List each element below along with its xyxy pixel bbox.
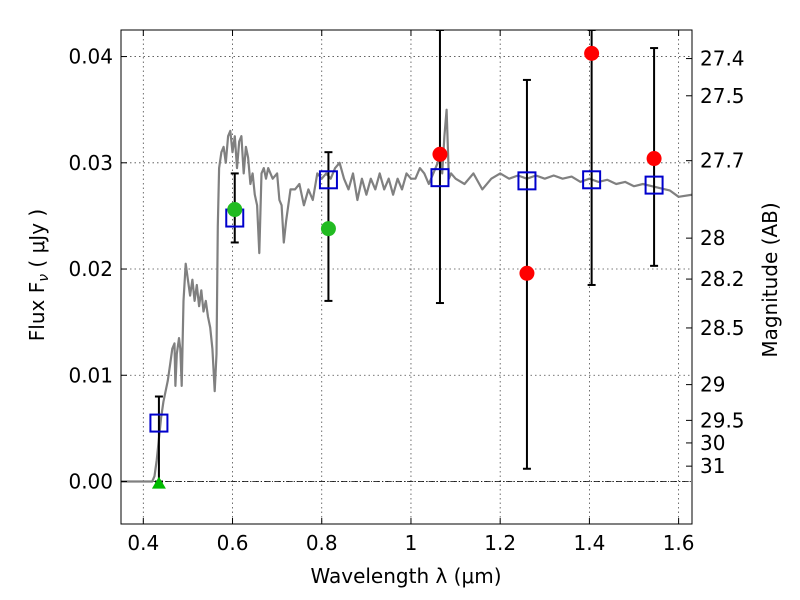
model-photometry-point xyxy=(318,170,338,190)
x-tick-label: 1.2 xyxy=(484,531,516,555)
red-data-point xyxy=(519,265,535,281)
y-tick-label: 0.01 xyxy=(68,363,113,387)
model-photometry-point xyxy=(517,171,537,191)
y-axis-title-subscript: ν xyxy=(36,274,52,282)
y2-tick-label: 30 xyxy=(700,431,725,455)
y2-tick-label: 29.5 xyxy=(700,408,745,432)
y-tick-label: 0.03 xyxy=(68,151,113,175)
model-photometry-point xyxy=(149,413,169,433)
plot-area xyxy=(121,30,692,524)
red-data-point xyxy=(432,146,448,162)
y-axis-title-unit: ( μJy ) xyxy=(25,209,49,274)
y-axis-title: Flux Fν ( μJy ) xyxy=(25,209,52,341)
x-tick-label: 0.6 xyxy=(217,531,249,555)
y2-tick-label: 29 xyxy=(700,373,725,397)
y-tick-label: 0.04 xyxy=(68,45,113,69)
x-axis: 0.4 0.6 0.8 1 1.2 1.4 1.6 xyxy=(127,30,695,555)
model-spectrum-line xyxy=(121,108,692,483)
y2-tick-label: 28.2 xyxy=(700,267,745,291)
y-tick-label: 0.00 xyxy=(68,470,113,494)
x-tick-label: 0.4 xyxy=(127,531,159,555)
y-tick-label: 0.02 xyxy=(68,257,113,281)
red-data-point xyxy=(584,45,600,61)
y2-tick-label: 27.7 xyxy=(700,149,745,173)
x-axis-title: Wavelength λ (μm) xyxy=(310,564,501,588)
x-tick-label: 1.6 xyxy=(663,531,695,555)
y2-tick-label: 27.5 xyxy=(700,84,745,108)
x-tick-label: 0.8 xyxy=(306,531,338,555)
model-photometry-point xyxy=(644,175,664,195)
y-axis-title-main: Flux F xyxy=(25,282,49,341)
red-data-point xyxy=(646,151,662,167)
x-tick-label: 1 xyxy=(405,531,418,555)
y2-tick-label: 31 xyxy=(700,454,725,478)
green-data-point xyxy=(227,202,243,218)
model-photometry-point xyxy=(430,168,450,188)
y-axis: 0.00 0.01 0.02 0.03 0.04 xyxy=(68,45,127,494)
y2-tick-label: 28.5 xyxy=(700,316,745,340)
x-tick-label: 1.4 xyxy=(573,531,605,555)
y2-tick-label: 28 xyxy=(700,226,725,250)
plot-frame xyxy=(120,29,693,525)
error-bar xyxy=(435,30,444,305)
y2-tick-label: 27.4 xyxy=(700,47,745,71)
upper-limit-triangle xyxy=(151,476,166,489)
error-bar xyxy=(587,30,596,286)
green-data-point xyxy=(320,221,336,237)
y2-axis-title: Magnitude (AB) xyxy=(758,202,782,357)
model-photometry-point xyxy=(582,170,602,190)
